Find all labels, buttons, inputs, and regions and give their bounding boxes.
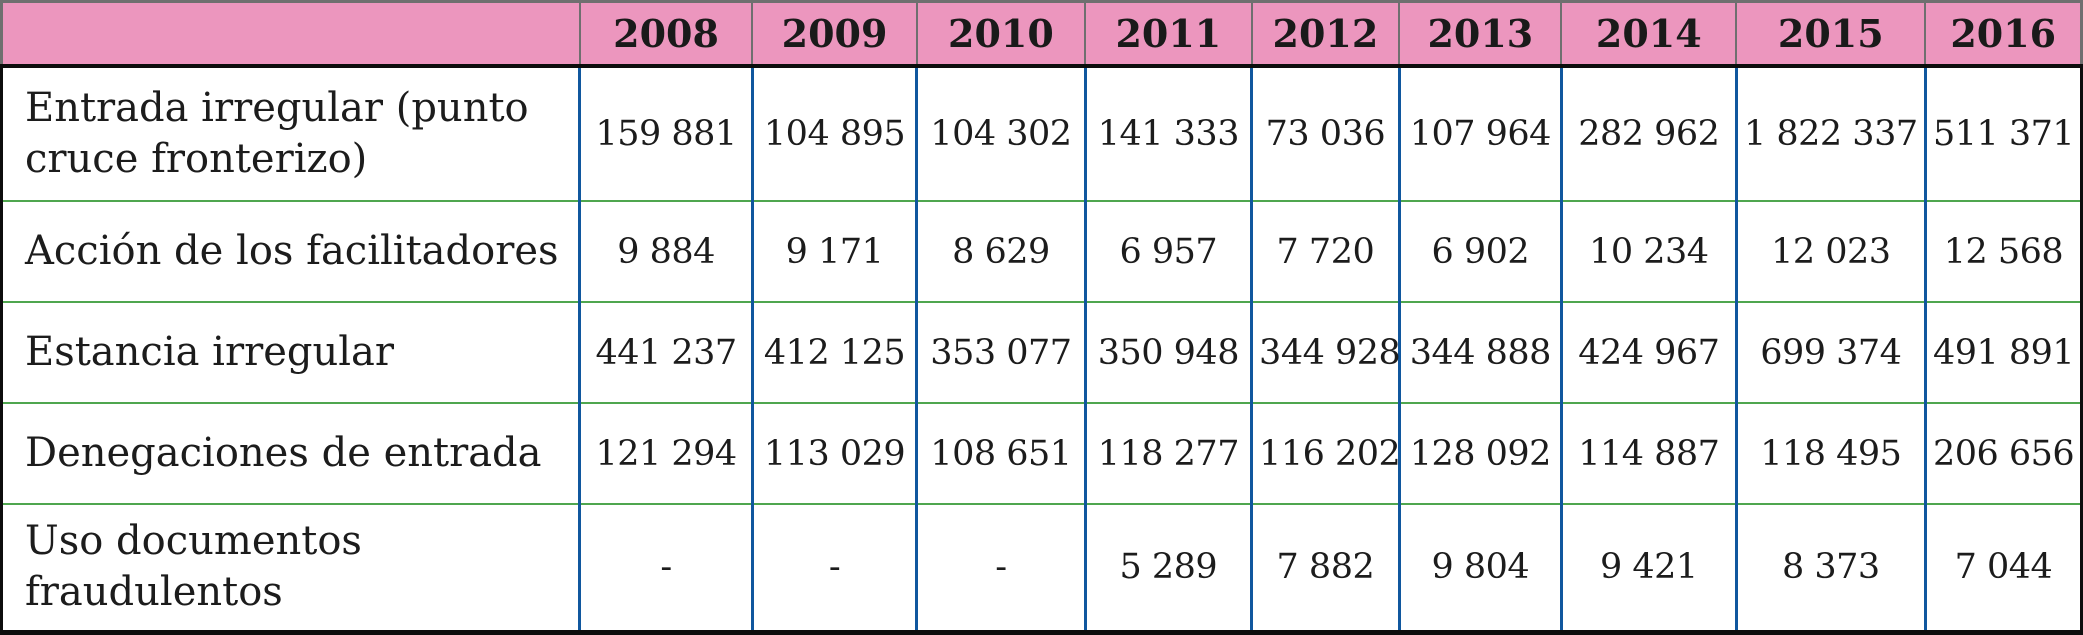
value-cell: 7 720 — [1251, 201, 1401, 304]
value-cell: 6 957 — [1085, 201, 1254, 304]
table-row: Acción de los facilitadores 9 884 9 171 8 6… — [0, 201, 2083, 304]
value-cell: 9 171 — [752, 201, 919, 304]
value-cell: 8 629 — [916, 201, 1087, 304]
value-cell: 121 294 — [579, 403, 754, 505]
header-year-2012: 2012 — [1250, 0, 1401, 68]
header-year-2010: 2010 — [915, 0, 1087, 68]
header-year-2015: 2015 — [1735, 0, 1927, 68]
value-cell: 128 092 — [1399, 403, 1563, 505]
value-cell: 6 902 — [1399, 201, 1563, 304]
row-label: Entrada irregular (punto cruce fronteriz… — [0, 65, 582, 203]
value-cell: 8 373 — [1736, 503, 1927, 635]
value-cell: 7 882 — [1251, 503, 1401, 635]
value-cell: 12 568 — [1925, 201, 2083, 304]
row-label: Estancia irregular — [0, 302, 582, 405]
value-cell: 108 651 — [916, 403, 1087, 505]
value-cell: 9 884 — [579, 201, 754, 304]
table-row: Denegaciones de entrada 121 294 113 029 108… — [0, 403, 2083, 505]
value-cell: 350 948 — [1085, 302, 1254, 405]
table-row: Entrada irregular (punto cruce fronteriz… — [0, 65, 2083, 203]
value-cell: 9 804 — [1399, 503, 1563, 635]
value-cell: 104 302 — [916, 65, 1087, 203]
value-cell: 107 964 — [1399, 65, 1563, 203]
value-cell: 159 881 — [579, 65, 754, 203]
header-year-2013: 2013 — [1398, 0, 1563, 68]
value-cell: 9 421 — [1561, 503, 1738, 635]
value-cell: 353 077 — [916, 302, 1087, 405]
value-cell: - — [579, 503, 754, 635]
value-cell: 344 928 — [1251, 302, 1401, 405]
value-cell: 7 044 — [1925, 503, 2083, 635]
value-cell: 441 237 — [579, 302, 754, 405]
table-body: Entrada irregular (punto cruce fronteriz… — [0, 65, 2083, 635]
value-cell: 699 374 — [1736, 302, 1927, 405]
value-cell: 141 333 — [1085, 65, 1254, 203]
header-year-2014: 2014 — [1560, 0, 1738, 68]
row-label: Denegaciones de entrada — [0, 403, 582, 505]
value-cell: 344 888 — [1399, 302, 1563, 405]
value-cell: 118 277 — [1085, 403, 1254, 505]
value-cell: 114 887 — [1561, 403, 1738, 505]
header-year-2011: 2011 — [1084, 0, 1253, 68]
value-cell: 116 202 — [1251, 403, 1401, 505]
value-cell: 282 962 — [1561, 65, 1738, 203]
value-cell: 12 023 — [1736, 201, 1927, 304]
header-year-2016: 2016 — [1924, 0, 2083, 68]
value-cell: 412 125 — [752, 302, 919, 405]
value-cell: 10 234 — [1561, 201, 1738, 304]
value-cell: 491 891 — [1925, 302, 2083, 405]
value-cell: 424 967 — [1561, 302, 1738, 405]
header-year-2008: 2008 — [578, 0, 754, 68]
value-cell: - — [752, 503, 919, 635]
row-label: Uso documentos fraudulentos — [0, 503, 582, 635]
value-cell: 1 822 337 — [1736, 65, 1927, 203]
table-header-row: 2008 2009 2010 2011 2012 2013 2014 2015 2016 — [0, 0, 2083, 68]
value-cell: - — [916, 503, 1087, 635]
value-cell: 206 656 — [1925, 403, 2083, 505]
value-cell: 104 895 — [752, 65, 919, 203]
header-corner-cell — [0, 0, 581, 68]
table-row: Uso documentos fraudulentos - - -5 289 7 882… — [0, 503, 2083, 635]
row-label: Acción de los facilitadores — [0, 201, 582, 304]
value-cell: 5 289 — [1085, 503, 1254, 635]
value-cell: 113 029 — [752, 403, 919, 505]
table-row: Estancia irregular 441 237 412 125 353 077 3… — [0, 302, 2083, 405]
header-year-2009: 2009 — [751, 0, 918, 68]
value-cell: 118 495 — [1736, 403, 1927, 505]
value-cell: 511 371 — [1925, 65, 2083, 203]
value-cell: 73 036 — [1251, 65, 1401, 203]
